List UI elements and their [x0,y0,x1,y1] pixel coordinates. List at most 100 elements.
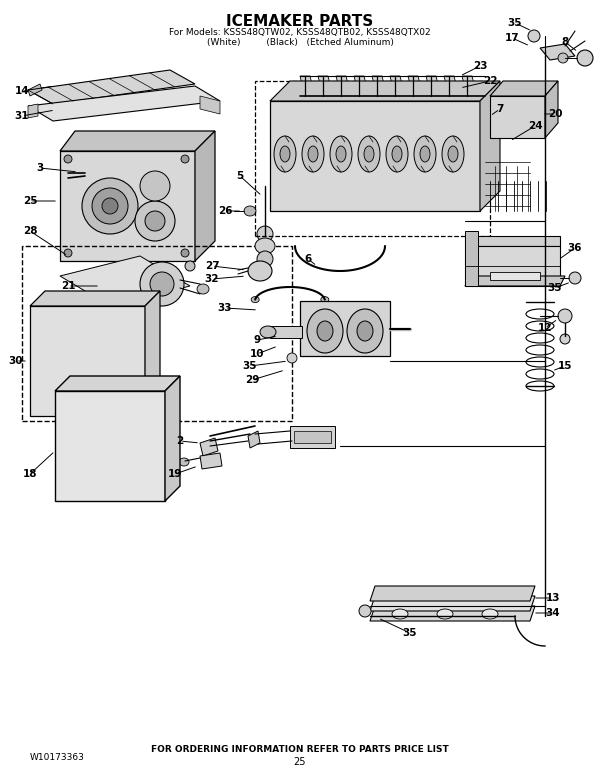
Polygon shape [540,44,575,60]
Text: 19: 19 [168,469,182,479]
Text: 35: 35 [403,628,417,638]
Bar [300,301,390,356]
Ellipse shape [185,261,195,271]
Bar [60,151,195,261]
Polygon shape [270,81,500,101]
Ellipse shape [128,170,138,178]
Polygon shape [462,76,474,84]
Ellipse shape [448,146,458,162]
Polygon shape [370,586,535,601]
Polygon shape [372,76,384,84]
Ellipse shape [260,326,276,338]
Text: 28: 28 [23,226,37,236]
Text: 25: 25 [23,196,37,206]
Ellipse shape [62,409,72,419]
Text: 9: 9 [253,335,260,345]
Polygon shape [465,276,565,286]
Polygon shape [248,431,260,448]
Bar [490,96,545,138]
Text: W10173363: W10173363 [30,753,85,763]
Ellipse shape [358,136,380,172]
Polygon shape [30,291,160,306]
Bar [255,81,490,236]
Ellipse shape [140,171,170,201]
Text: 2: 2 [176,436,184,446]
Polygon shape [300,76,312,84]
Polygon shape [60,256,190,306]
Bar [490,272,540,280]
Ellipse shape [330,136,352,172]
Text: 33: 33 [218,303,232,313]
Polygon shape [28,84,42,96]
Ellipse shape [257,251,273,267]
Ellipse shape [317,321,333,341]
Ellipse shape [347,309,383,353]
Polygon shape [370,596,535,611]
Ellipse shape [64,155,72,163]
Text: 22: 22 [483,76,497,86]
Polygon shape [200,453,222,469]
Polygon shape [465,246,560,286]
Ellipse shape [392,146,402,162]
Polygon shape [200,438,218,456]
Text: 8: 8 [562,37,569,47]
Ellipse shape [102,198,118,214]
Bar [270,101,480,211]
Text: 24: 24 [527,121,542,131]
Ellipse shape [437,609,453,619]
Text: 32: 32 [205,274,219,284]
Polygon shape [85,164,130,180]
Text: 34: 34 [545,608,560,618]
Ellipse shape [82,178,138,234]
Text: 23: 23 [473,61,487,71]
Polygon shape [28,104,38,118]
Text: (White)         (Black)   (Etched Aluminum): (White) (Black) (Etched Aluminum) [206,37,394,47]
Text: 15: 15 [558,361,572,371]
Ellipse shape [248,261,272,281]
Polygon shape [28,70,195,104]
Ellipse shape [442,136,464,172]
Ellipse shape [560,334,570,344]
Text: 18: 18 [23,469,37,479]
Bar [30,306,145,416]
Bar [55,391,165,501]
Text: 26: 26 [218,206,232,216]
Polygon shape [390,76,402,84]
Ellipse shape [357,321,373,341]
Ellipse shape [558,309,572,323]
Ellipse shape [179,458,189,466]
Bar [294,431,331,443]
Ellipse shape [64,249,72,257]
Ellipse shape [577,50,593,66]
Polygon shape [465,231,478,286]
Ellipse shape [364,146,374,162]
Text: 35: 35 [508,18,522,28]
Polygon shape [465,236,560,246]
Bar [22,246,292,421]
Text: 29: 29 [245,375,259,385]
Text: 17: 17 [505,33,520,43]
Text: 20: 20 [548,109,562,119]
Polygon shape [354,76,366,84]
Ellipse shape [386,136,408,172]
Text: FOR ORDERING INFORMATION REFER TO PARTS PRICE LIST: FOR ORDERING INFORMATION REFER TO PARTS … [151,746,449,754]
Ellipse shape [302,136,324,172]
Polygon shape [85,168,90,180]
Polygon shape [195,131,215,261]
Text: For Models: KSSS48QTW02, KSSS48QTB02, KSSS48QTX02: For Models: KSSS48QTW02, KSSS48QTB02, KS… [169,29,431,37]
Ellipse shape [197,284,209,294]
Polygon shape [370,606,535,621]
Bar [452,112,482,127]
Text: 21: 21 [61,281,75,291]
Text: 35: 35 [243,361,257,371]
Polygon shape [165,376,180,501]
Text: 27: 27 [205,261,220,271]
Ellipse shape [145,211,165,231]
Ellipse shape [140,262,184,306]
Ellipse shape [257,226,273,242]
Text: 12: 12 [538,323,552,333]
Ellipse shape [359,605,371,617]
Polygon shape [60,131,215,151]
Ellipse shape [392,609,408,619]
Bar [270,326,302,338]
